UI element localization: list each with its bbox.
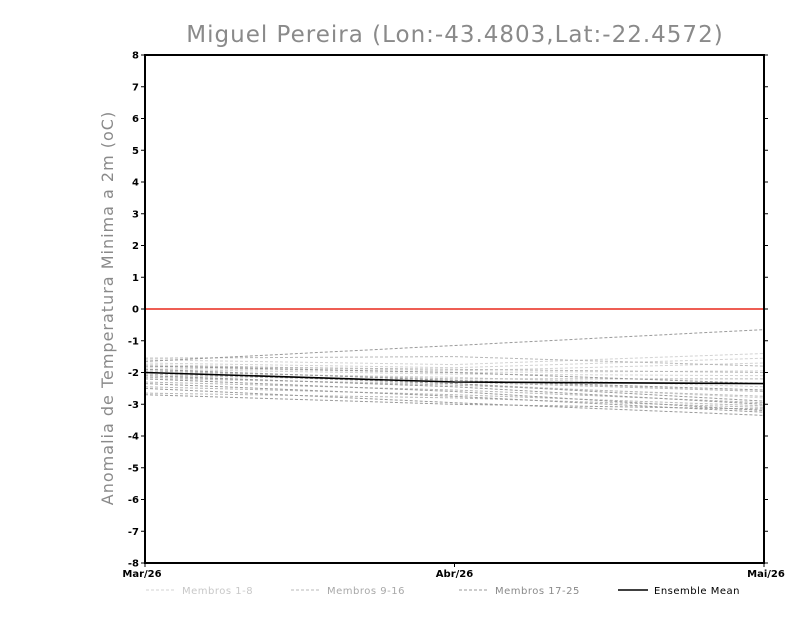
y-tick-label: 7: [132, 82, 139, 93]
y-axis-label: Anomalia de Temperatura Minima a 2m (oC): [98, 111, 117, 505]
series-line-member-11: [144, 373, 765, 392]
series-line-member-10: [144, 370, 764, 380]
legend-label: Membros 1-8: [182, 586, 253, 597]
series-line-member-12: [144, 376, 765, 397]
legend-label: Ensemble Mean: [654, 586, 740, 597]
y-tick-label: 4: [132, 178, 139, 189]
chart-title: Miguel Pereira (Lon:-43.4803,Lat:-22.457…: [186, 22, 723, 48]
y-tick-label: -4: [128, 432, 139, 443]
y-tick-label: -8: [128, 559, 139, 570]
y-tick-label: -2: [128, 368, 139, 379]
y-tick-label: 0: [132, 305, 139, 316]
legend-item-2: Membros 17-25: [459, 586, 580, 597]
series-line-member-6: [144, 375, 765, 392]
series-line-member-18: [144, 368, 765, 391]
legend-item-3: Ensemble Mean: [618, 586, 740, 597]
y-tick-label: 8: [132, 51, 139, 62]
series-line-member-4: [144, 368, 765, 377]
y-tick-label: -5: [128, 463, 139, 474]
y-tick-label: 2: [132, 241, 139, 252]
legend-item-1: Membros 9-16: [291, 586, 405, 597]
legend-label: Membros 9-16: [327, 586, 405, 597]
y-tick-label: -6: [128, 495, 139, 506]
legend-label: Membros 17-25: [495, 586, 580, 597]
series-line-member-0: [144, 353, 765, 366]
series-line-member-16: [144, 329, 765, 362]
series-line-member-17: [144, 365, 765, 385]
series-line-member-21: [144, 378, 765, 412]
series-line-member-14: [144, 386, 765, 407]
legend: Membros 1-8 Membros 9-16 Membros 17-25 Ense…: [146, 586, 740, 597]
series-line-member-8: [144, 356, 765, 367]
x-ticks: Mar/26 Abr/26 Mai/26: [122, 563, 785, 580]
y-tick-label: 3: [132, 209, 139, 220]
y-tick-label: -3: [128, 400, 139, 411]
series-line-member-1: [144, 357, 765, 369]
series-line-member-20: [144, 375, 765, 405]
legend-item-0: Membros 1-8: [146, 586, 253, 597]
series-layer: [144, 329, 765, 416]
series-line-member-2: [144, 362, 765, 372]
x-tick-label: Mai/26: [747, 569, 785, 580]
series-line-member-23: [144, 387, 765, 416]
y-tick-label: -1: [128, 336, 139, 347]
series-line-ensemble-mean: [144, 371, 765, 385]
x-tick-label: Mar/26: [122, 569, 161, 580]
x-tick-label: Abr/26: [436, 569, 473, 580]
series-line-member-22: [144, 383, 765, 413]
series-line-member-24: [144, 394, 765, 410]
series-line-member-9: [144, 365, 765, 373]
series-line-member-7: [144, 378, 765, 399]
y-tick-label: -7: [128, 527, 139, 538]
y-tick-label: 6: [132, 114, 139, 125]
y-ticks: 8 7 6 5 4 3 2 1 0 -1 -2 -3 -4 -5 -6 -7 -8: [128, 51, 768, 570]
y-tick-label: 1: [132, 273, 139, 284]
y-tick-label: 5: [132, 146, 139, 157]
series-line-member-19: [144, 372, 765, 402]
